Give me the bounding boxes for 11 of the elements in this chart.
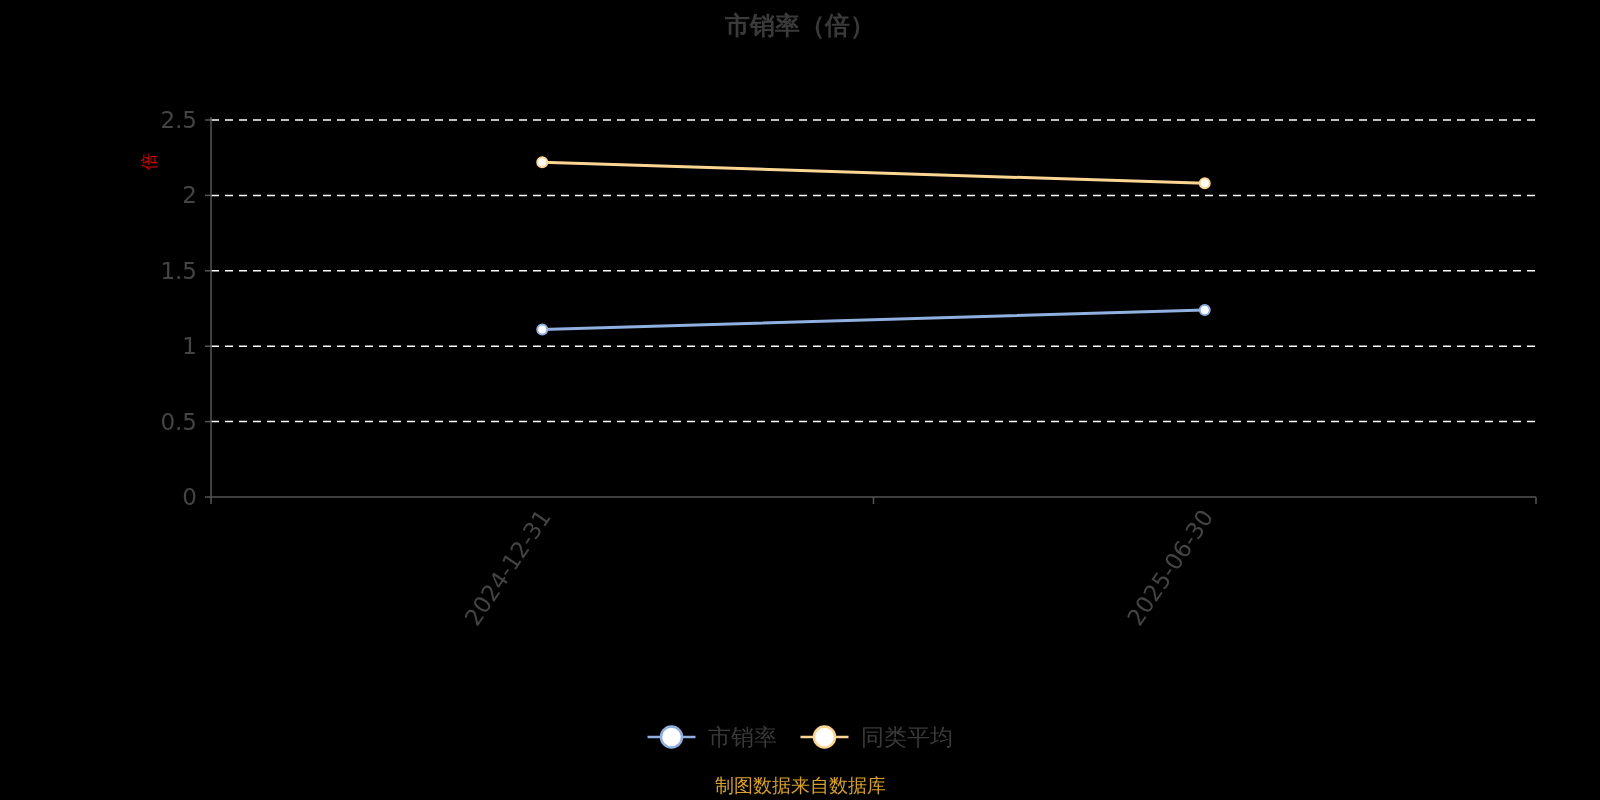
legend-label: 市销率 <box>707 724 777 750</box>
y-tick-label: 0 <box>182 484 197 510</box>
y-tick-label: 0.5 <box>160 408 197 435</box>
y-tick-label: 2.5 <box>160 107 197 133</box>
y-tick-label: 2 <box>182 182 197 209</box>
y-axis-title: 倍 <box>139 152 159 170</box>
legend-label: 同类平均 <box>860 724 953 750</box>
y-tick-label: 1.5 <box>160 257 197 284</box>
y-tick-label: 1 <box>182 333 197 360</box>
annotation: 制图数据来自数据库 <box>714 774 886 796</box>
title: 市销率（倍） <box>725 11 875 40</box>
